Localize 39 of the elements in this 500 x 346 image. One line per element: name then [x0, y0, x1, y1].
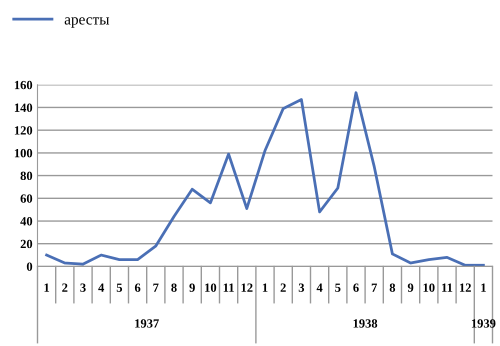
- x-tick-label: 4: [98, 284, 104, 292]
- y-tick-label: 20: [20, 240, 32, 248]
- y-tick-label: 120: [14, 126, 32, 135]
- x-tick-label: 3: [80, 283, 86, 292]
- x-tick-label: 6: [353, 283, 359, 292]
- y-tick-label: 140: [14, 104, 32, 112]
- x-tick-label: 3: [298, 283, 304, 292]
- text: 1939: [472, 319, 496, 328]
- x-tick-label: 8: [390, 283, 396, 292]
- x-tick-label: 7: [372, 284, 378, 292]
- x-tick-label: 11: [224, 284, 234, 292]
- x-tick-label: 2: [280, 283, 286, 292]
- x-tick-label: 9: [408, 283, 414, 292]
- y-tick-label: 0: [26, 262, 32, 271]
- x-tick-label: 8: [171, 283, 177, 292]
- x-tick-label: 5: [116, 284, 122, 292]
- y-tick-label: 40: [20, 217, 32, 226]
- x-tick-label: 12: [242, 283, 253, 292]
- x-tick-label: 9: [189, 283, 195, 292]
- x-tick-label: 2: [62, 283, 68, 292]
- x-tick-label: 12: [460, 283, 471, 292]
- y-tick-label: 100: [14, 148, 32, 158]
- y-tick-label: 60: [20, 194, 32, 203]
- x-tick-label: 10: [205, 283, 216, 292]
- x-tick-label: 4: [316, 284, 322, 292]
- legend-label: аресты: [64, 17, 110, 28]
- y-tick-label: 80: [20, 172, 32, 180]
- x-tick-label: 1: [481, 284, 486, 292]
- text: 1938: [354, 319, 378, 328]
- x-tick-label: 1: [44, 284, 50, 292]
- x-tick-label: 10: [424, 283, 435, 292]
- x-tick-label: 6: [134, 283, 140, 292]
- x-tick-label: 5: [335, 284, 340, 292]
- x-tick-label: 11: [442, 284, 452, 292]
- y-tick-label: 160: [14, 80, 32, 90]
- line-series: [45, 91, 485, 266]
- x-tick-label: 7: [153, 284, 159, 292]
- x-tick-label: 1: [262, 284, 268, 292]
- text: 1937: [135, 319, 159, 328]
